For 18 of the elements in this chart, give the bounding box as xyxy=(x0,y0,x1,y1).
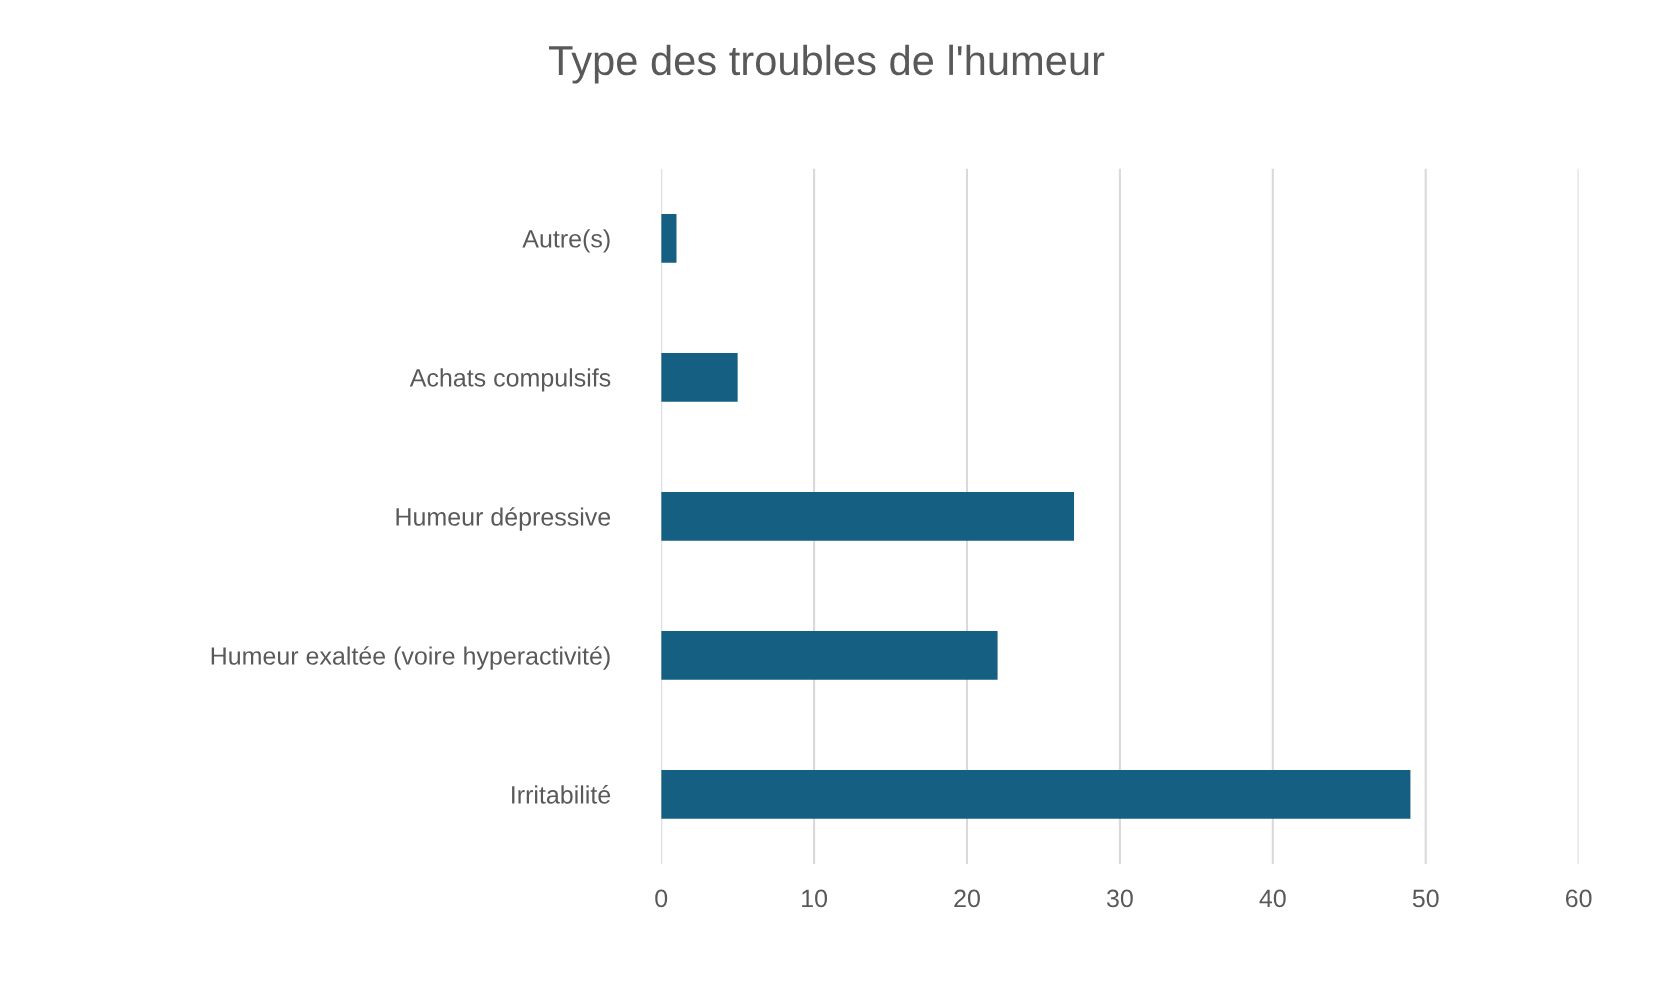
x-tick-label: 20 xyxy=(954,889,980,908)
x-tick-label: 10 xyxy=(802,889,828,908)
bar xyxy=(661,353,738,402)
y-tick-label: Irritabilité xyxy=(512,785,611,804)
y-tick-label: Autre(s) xyxy=(522,229,610,253)
bar xyxy=(661,492,1075,541)
x-tick-label: 30 xyxy=(1106,889,1133,908)
x-tick-label: 40 xyxy=(1259,889,1286,908)
y-tick-label: Humeur exaltée (voire hyperactivité) xyxy=(211,646,610,670)
chart-title: Type des troubles de l'humeur xyxy=(549,44,1105,84)
x-tick-label: 60 xyxy=(1565,889,1592,908)
bar xyxy=(661,631,998,680)
y-tick-label: Achats compulsifs xyxy=(409,368,611,392)
bar xyxy=(661,213,677,263)
bar xyxy=(661,770,1411,819)
y-tick-label: Humeur dépressive xyxy=(396,507,611,531)
x-tick-label: 0 xyxy=(655,889,668,908)
x-tick-label: 50 xyxy=(1412,889,1439,908)
